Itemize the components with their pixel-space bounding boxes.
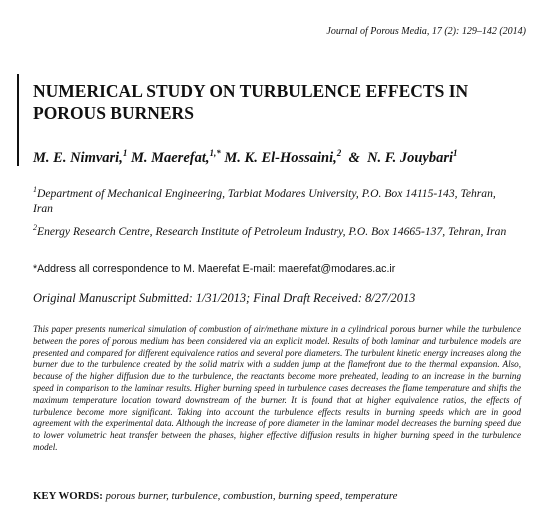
keywords-text: porous burner, turbulence, combustion, b… <box>105 490 398 502</box>
side-rule <box>17 74 19 166</box>
affiliation-sup: 1 <box>33 185 37 194</box>
affiliation: 2Energy Research Centre, Research Instit… <box>33 220 513 239</box>
author-sup: 1,* <box>209 148 221 158</box>
author-name: N. F. Jouybari <box>367 149 454 166</box>
author-sup: 1 <box>122 148 128 158</box>
correspondence-marker: * <box>33 263 38 275</box>
title-line: POROUS BURNERS <box>33 103 194 123</box>
author-conjunction: & <box>348 149 360 166</box>
correspondence: *Address all correspondence to M. Maeref… <box>33 263 395 275</box>
author-name: M. E. Nimvari, <box>33 149 123 166</box>
author-sup: 2 <box>336 148 342 158</box>
journal-header: Journal of Porous Media, 17 (2): 129–142… <box>326 26 526 37</box>
affiliation-sup: 2 <box>33 223 37 232</box>
keywords: KEY WORDS: porous burner, turbulence, co… <box>33 490 397 502</box>
title-line: NUMERICAL STUDY ON TURBULENCE EFFECTS IN <box>33 81 469 101</box>
affiliation: 1Department of Mechanical Engineering, T… <box>33 182 513 216</box>
abstract: This paper presents numerical simulation… <box>33 324 521 452</box>
title: NUMERICAL STUDY ON TURBULENCE EFFECTS IN… <box>33 80 523 124</box>
author-name: M. K. El-Hossaini, <box>224 149 337 166</box>
author-sup: 1 <box>453 148 458 158</box>
manuscript-dates: Original Manuscript Submitted: 1/31/2013… <box>33 291 416 305</box>
authors: M. E. Nimvari,1 M. Maerefat,1,* M. K. El… <box>33 148 458 167</box>
affiliation-text: Energy Research Centre, Research Institu… <box>37 224 507 238</box>
correspondence-text: Address all correspondence to M. Maerefa… <box>37 263 396 275</box>
author-name: M. Maerefat, <box>130 149 210 166</box>
affiliation-text: Department of Mechanical Engineering, Ta… <box>33 186 496 215</box>
keywords-label: KEY WORDS: <box>33 490 103 502</box>
